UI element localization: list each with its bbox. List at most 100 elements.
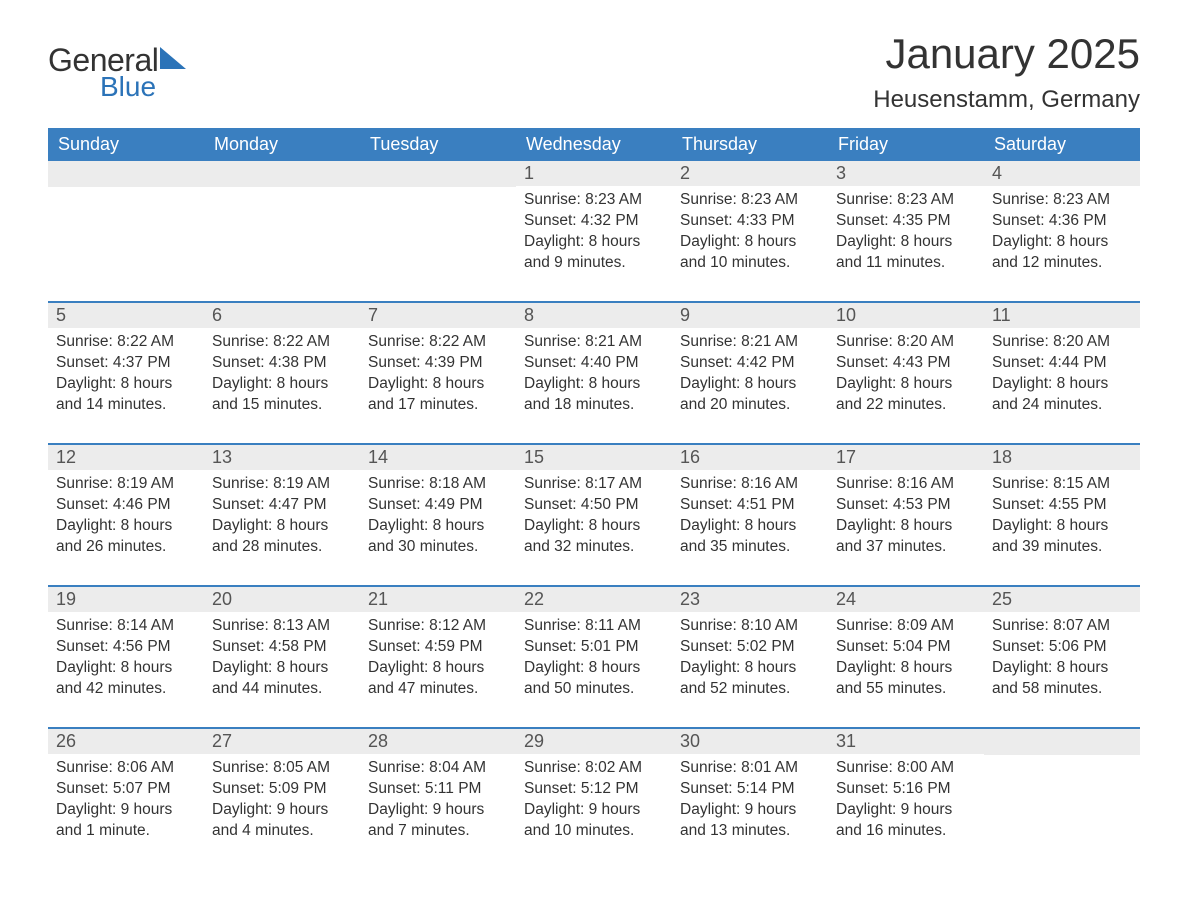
sunset-text: Sunset: 5:09 PM xyxy=(212,779,352,800)
daylight-text: Daylight: 8 hours and 11 minutes. xyxy=(836,232,976,274)
daylight-text: Daylight: 8 hours and 30 minutes. xyxy=(368,516,508,558)
day-cell: 27Sunrise: 8:05 AMSunset: 5:09 PMDayligh… xyxy=(204,729,360,847)
day-number xyxy=(984,729,1140,755)
sunset-text: Sunset: 4:51 PM xyxy=(680,495,820,516)
calendar: Sunday Monday Tuesday Wednesday Thursday… xyxy=(48,128,1140,847)
day-number: 24 xyxy=(828,587,984,612)
daylight-text: Daylight: 8 hours and 32 minutes. xyxy=(524,516,664,558)
sunset-text: Sunset: 4:36 PM xyxy=(992,211,1132,232)
sunset-text: Sunset: 5:11 PM xyxy=(368,779,508,800)
sunrise-text: Sunrise: 8:09 AM xyxy=(836,616,976,637)
sunrise-text: Sunrise: 8:23 AM xyxy=(992,190,1132,211)
day-header-row: Sunday Monday Tuesday Wednesday Thursday… xyxy=(48,128,1140,161)
sunrise-text: Sunrise: 8:19 AM xyxy=(212,474,352,495)
daylight-text: Daylight: 8 hours and 39 minutes. xyxy=(992,516,1132,558)
daylight-text: Daylight: 8 hours and 12 minutes. xyxy=(992,232,1132,274)
day-cell: 23Sunrise: 8:10 AMSunset: 5:02 PMDayligh… xyxy=(672,587,828,705)
sunset-text: Sunset: 4:38 PM xyxy=(212,353,352,374)
day-cell: 2Sunrise: 8:23 AMSunset: 4:33 PMDaylight… xyxy=(672,161,828,279)
sunrise-text: Sunrise: 8:05 AM xyxy=(212,758,352,779)
day-content: Sunrise: 8:07 AMSunset: 5:06 PMDaylight:… xyxy=(984,612,1140,702)
day-number: 19 xyxy=(48,587,204,612)
day-cell: 14Sunrise: 8:18 AMSunset: 4:49 PMDayligh… xyxy=(360,445,516,563)
sunrise-text: Sunrise: 8:06 AM xyxy=(56,758,196,779)
logo-triangle-icon xyxy=(160,47,186,69)
day-content: Sunrise: 8:10 AMSunset: 5:02 PMDaylight:… xyxy=(672,612,828,702)
daylight-text: Daylight: 8 hours and 50 minutes. xyxy=(524,658,664,700)
day-header-saturday: Saturday xyxy=(984,128,1140,161)
day-cell: 25Sunrise: 8:07 AMSunset: 5:06 PMDayligh… xyxy=(984,587,1140,705)
day-cell: 28Sunrise: 8:04 AMSunset: 5:11 PMDayligh… xyxy=(360,729,516,847)
sunset-text: Sunset: 5:12 PM xyxy=(524,779,664,800)
sunset-text: Sunset: 4:47 PM xyxy=(212,495,352,516)
day-number: 28 xyxy=(360,729,516,754)
sunset-text: Sunset: 4:49 PM xyxy=(368,495,508,516)
sunset-text: Sunset: 4:44 PM xyxy=(992,353,1132,374)
daylight-text: Daylight: 8 hours and 58 minutes. xyxy=(992,658,1132,700)
sunrise-text: Sunrise: 8:01 AM xyxy=(680,758,820,779)
day-number: 10 xyxy=(828,303,984,328)
day-number: 30 xyxy=(672,729,828,754)
day-header-thursday: Thursday xyxy=(672,128,828,161)
day-number: 3 xyxy=(828,161,984,186)
day-content: Sunrise: 8:16 AMSunset: 4:53 PMDaylight:… xyxy=(828,470,984,560)
daylight-text: Daylight: 8 hours and 26 minutes. xyxy=(56,516,196,558)
page-header: General Blue January 2025 Heusenstamm, G… xyxy=(48,30,1140,114)
day-number: 27 xyxy=(204,729,360,754)
day-cell: 12Sunrise: 8:19 AMSunset: 4:46 PMDayligh… xyxy=(48,445,204,563)
logo-text-blue: Blue xyxy=(100,71,186,103)
day-cell: 3Sunrise: 8:23 AMSunset: 4:35 PMDaylight… xyxy=(828,161,984,279)
sunrise-text: Sunrise: 8:07 AM xyxy=(992,616,1132,637)
daylight-text: Daylight: 8 hours and 10 minutes. xyxy=(680,232,820,274)
day-content: Sunrise: 8:11 AMSunset: 5:01 PMDaylight:… xyxy=(516,612,672,702)
sunrise-text: Sunrise: 8:02 AM xyxy=(524,758,664,779)
day-number xyxy=(204,161,360,187)
day-content: Sunrise: 8:15 AMSunset: 4:55 PMDaylight:… xyxy=(984,470,1140,560)
sunset-text: Sunset: 4:32 PM xyxy=(524,211,664,232)
day-cell: 5Sunrise: 8:22 AMSunset: 4:37 PMDaylight… xyxy=(48,303,204,421)
day-content: Sunrise: 8:06 AMSunset: 5:07 PMDaylight:… xyxy=(48,754,204,844)
sunset-text: Sunset: 5:04 PM xyxy=(836,637,976,658)
day-content: Sunrise: 8:05 AMSunset: 5:09 PMDaylight:… xyxy=(204,754,360,844)
day-content: Sunrise: 8:22 AMSunset: 4:39 PMDaylight:… xyxy=(360,328,516,418)
day-content: Sunrise: 8:19 AMSunset: 4:47 PMDaylight:… xyxy=(204,470,360,560)
day-content: Sunrise: 8:23 AMSunset: 4:35 PMDaylight:… xyxy=(828,186,984,276)
title-block: January 2025 Heusenstamm, Germany xyxy=(873,30,1140,114)
day-number: 6 xyxy=(204,303,360,328)
sunset-text: Sunset: 4:59 PM xyxy=(368,637,508,658)
day-cell xyxy=(360,161,516,279)
day-content: Sunrise: 8:04 AMSunset: 5:11 PMDaylight:… xyxy=(360,754,516,844)
daylight-text: Daylight: 8 hours and 20 minutes. xyxy=(680,374,820,416)
day-cell: 8Sunrise: 8:21 AMSunset: 4:40 PMDaylight… xyxy=(516,303,672,421)
day-content: Sunrise: 8:23 AMSunset: 4:36 PMDaylight:… xyxy=(984,186,1140,276)
week-row: 1Sunrise: 8:23 AMSunset: 4:32 PMDaylight… xyxy=(48,161,1140,279)
sunrise-text: Sunrise: 8:16 AM xyxy=(680,474,820,495)
day-cell: 21Sunrise: 8:12 AMSunset: 4:59 PMDayligh… xyxy=(360,587,516,705)
sunrise-text: Sunrise: 8:16 AM xyxy=(836,474,976,495)
day-cell: 11Sunrise: 8:20 AMSunset: 4:44 PMDayligh… xyxy=(984,303,1140,421)
sunset-text: Sunset: 4:50 PM xyxy=(524,495,664,516)
daylight-text: Daylight: 8 hours and 15 minutes. xyxy=(212,374,352,416)
day-header-monday: Monday xyxy=(204,128,360,161)
day-cell: 24Sunrise: 8:09 AMSunset: 5:04 PMDayligh… xyxy=(828,587,984,705)
day-number: 5 xyxy=(48,303,204,328)
day-number xyxy=(360,161,516,187)
day-cell xyxy=(984,729,1140,847)
day-cell: 6Sunrise: 8:22 AMSunset: 4:38 PMDaylight… xyxy=(204,303,360,421)
day-cell: 16Sunrise: 8:16 AMSunset: 4:51 PMDayligh… xyxy=(672,445,828,563)
day-number: 8 xyxy=(516,303,672,328)
day-cell: 31Sunrise: 8:00 AMSunset: 5:16 PMDayligh… xyxy=(828,729,984,847)
day-content: Sunrise: 8:00 AMSunset: 5:16 PMDaylight:… xyxy=(828,754,984,844)
daylight-text: Daylight: 8 hours and 28 minutes. xyxy=(212,516,352,558)
day-cell: 18Sunrise: 8:15 AMSunset: 4:55 PMDayligh… xyxy=(984,445,1140,563)
sunrise-text: Sunrise: 8:15 AM xyxy=(992,474,1132,495)
daylight-text: Daylight: 9 hours and 1 minute. xyxy=(56,800,196,842)
daylight-text: Daylight: 8 hours and 42 minutes. xyxy=(56,658,196,700)
day-content: Sunrise: 8:20 AMSunset: 4:43 PMDaylight:… xyxy=(828,328,984,418)
sunrise-text: Sunrise: 8:22 AM xyxy=(368,332,508,353)
sunrise-text: Sunrise: 8:20 AM xyxy=(992,332,1132,353)
sunrise-text: Sunrise: 8:19 AM xyxy=(56,474,196,495)
sunrise-text: Sunrise: 8:10 AM xyxy=(680,616,820,637)
day-number: 16 xyxy=(672,445,828,470)
week-row: 12Sunrise: 8:19 AMSunset: 4:46 PMDayligh… xyxy=(48,443,1140,563)
